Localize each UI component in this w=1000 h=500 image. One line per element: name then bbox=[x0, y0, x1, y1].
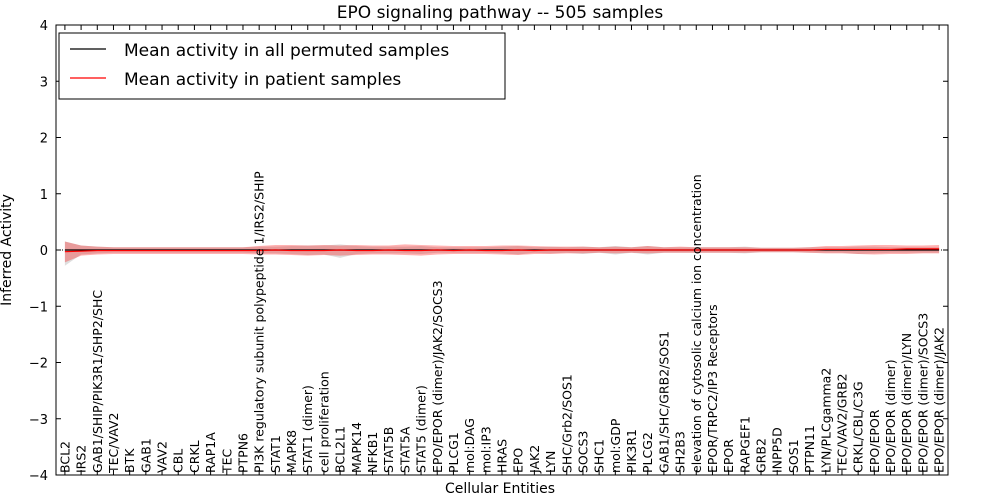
category-label: BCL2 bbox=[57, 441, 72, 473]
category-label: EPO/EPOR (dimer)/SOCS3 bbox=[915, 313, 930, 473]
category-label: PTPN11 bbox=[802, 425, 817, 473]
y-tick-label: 1 bbox=[40, 188, 48, 203]
category-label: NFKB1 bbox=[365, 432, 380, 473]
category-label: BCL2L1 bbox=[333, 426, 348, 473]
y-tick-label: −1 bbox=[29, 300, 48, 315]
category-label: EPO bbox=[511, 448, 526, 473]
category-label: LYN/PLCgamma2 bbox=[818, 368, 833, 473]
category-label: SHC1 bbox=[592, 439, 607, 473]
y-axis-ticks: −4 −3 −2 −1 0 1 2 3 4 bbox=[29, 19, 948, 484]
category-label: MAPK8 bbox=[284, 430, 299, 473]
y-tick-label: −3 bbox=[29, 413, 48, 428]
legend-box bbox=[58, 32, 506, 100]
category-label: EPO/EPOR (dimer)/JAK2/SOCS3 bbox=[430, 280, 445, 473]
y-tick-label: 4 bbox=[40, 19, 48, 34]
category-label: MAPK14 bbox=[349, 422, 364, 473]
y-tick-label: −4 bbox=[29, 469, 48, 484]
category-label: GAB1 bbox=[138, 438, 153, 473]
y-tick-label: 0 bbox=[40, 244, 48, 259]
category-label: LYN bbox=[543, 451, 558, 473]
category-label: RAPGEF1 bbox=[737, 416, 752, 473]
category-label: EPO/EPOR (dimer)/JAK2 bbox=[932, 327, 947, 473]
patient-band bbox=[64, 241, 940, 263]
category-label: TEC bbox=[219, 448, 234, 474]
chart-title: EPO signaling pathway -- 505 samples bbox=[337, 3, 664, 23]
category-label: PTPN6 bbox=[235, 433, 250, 473]
category-label: EPOR bbox=[721, 439, 736, 473]
legend-label-patient: Mean activity in patient samples bbox=[124, 70, 401, 90]
category-label: BTK bbox=[122, 448, 137, 473]
legend-label-permuted: Mean activity in all permuted samples bbox=[124, 41, 449, 61]
y-axis-label: Inferred Activity bbox=[0, 194, 15, 306]
permuted-band bbox=[64, 241, 940, 266]
category-label: STAT5B bbox=[381, 427, 396, 473]
category-label: EPO/EPOR bbox=[867, 409, 882, 473]
category-label: TEC/VAV2/GRB2 bbox=[834, 373, 849, 474]
category-label: STAT1 (dimer) bbox=[300, 385, 315, 473]
category-label: TEC/VAV2 bbox=[106, 413, 121, 474]
category-label: EPO/EPOR (dimer)/LYN bbox=[899, 333, 914, 473]
category-label: cell proliferation bbox=[316, 371, 331, 473]
category-label: STAT5A bbox=[397, 426, 412, 473]
category-label: SOS1 bbox=[786, 439, 801, 473]
category-label: CRKL bbox=[187, 440, 202, 473]
category-label: CRKL/CBL/C3G bbox=[851, 381, 866, 473]
category-label: mol:DAG bbox=[462, 418, 477, 473]
category-label: PI3K regulatory subunit polypeptide 1/IR… bbox=[252, 171, 267, 473]
category-label: VAV2 bbox=[155, 441, 170, 473]
x-axis-ticks bbox=[64, 25, 940, 475]
x-axis-label: Cellular Entities bbox=[445, 481, 555, 497]
category-label: GRB2 bbox=[754, 438, 769, 473]
category-label: INPP5D bbox=[770, 427, 785, 473]
patient-mean-line bbox=[64, 248, 940, 253]
category-label: PLCG2 bbox=[640, 432, 655, 473]
category-label: SH2B3 bbox=[673, 431, 688, 473]
category-label: STAT5 (dimer) bbox=[414, 385, 429, 473]
category-label: PLCG1 bbox=[446, 432, 461, 473]
category-label: CBL bbox=[171, 449, 186, 473]
category-label: GAB1/SHIP/PIK3R1/SHP2/SHC bbox=[90, 290, 105, 473]
y-tick-label: 2 bbox=[40, 132, 48, 147]
plot-content bbox=[56, 241, 948, 266]
category-label: GAB1/SHC/GRB2/SOS1 bbox=[656, 331, 671, 473]
category-label: mol:GDP bbox=[608, 418, 623, 473]
category-label: PIK3R1 bbox=[624, 429, 639, 473]
category-label: elevation of cytosolic calcium ion conce… bbox=[689, 174, 704, 473]
category-label: EPOR/TRPC2/IP3 Receptors bbox=[705, 304, 720, 473]
y-tick-label: −2 bbox=[29, 357, 48, 372]
category-label: IRS2 bbox=[74, 445, 89, 473]
category-label: JAK2 bbox=[527, 445, 542, 474]
legend: Mean activity in all permuted samples Me… bbox=[58, 32, 506, 100]
category-label: SHC/Grb2/SOS1 bbox=[559, 374, 574, 473]
category-label: STAT1 bbox=[268, 435, 283, 473]
category-label: RAP1A bbox=[203, 432, 218, 473]
category-label: SOCS3 bbox=[575, 431, 590, 473]
category-labels: BCL2 IRS2 GAB1/SHIP/PIK3R1/SHP2/SHC TEC/VAV… bbox=[57, 171, 946, 474]
y-tick-label: 3 bbox=[40, 75, 48, 90]
category-label: HRAS bbox=[495, 439, 510, 473]
category-label: mol:IP3 bbox=[478, 426, 493, 473]
category-label: EPO/EPOR (dimer) bbox=[883, 359, 898, 473]
